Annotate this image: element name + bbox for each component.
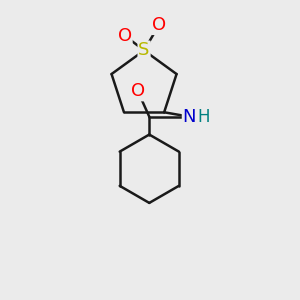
Text: O: O xyxy=(152,16,166,34)
Text: S: S xyxy=(138,41,150,59)
Text: O: O xyxy=(131,82,145,100)
Text: O: O xyxy=(118,27,132,45)
Text: N: N xyxy=(183,108,196,126)
Text: H: H xyxy=(197,108,210,126)
